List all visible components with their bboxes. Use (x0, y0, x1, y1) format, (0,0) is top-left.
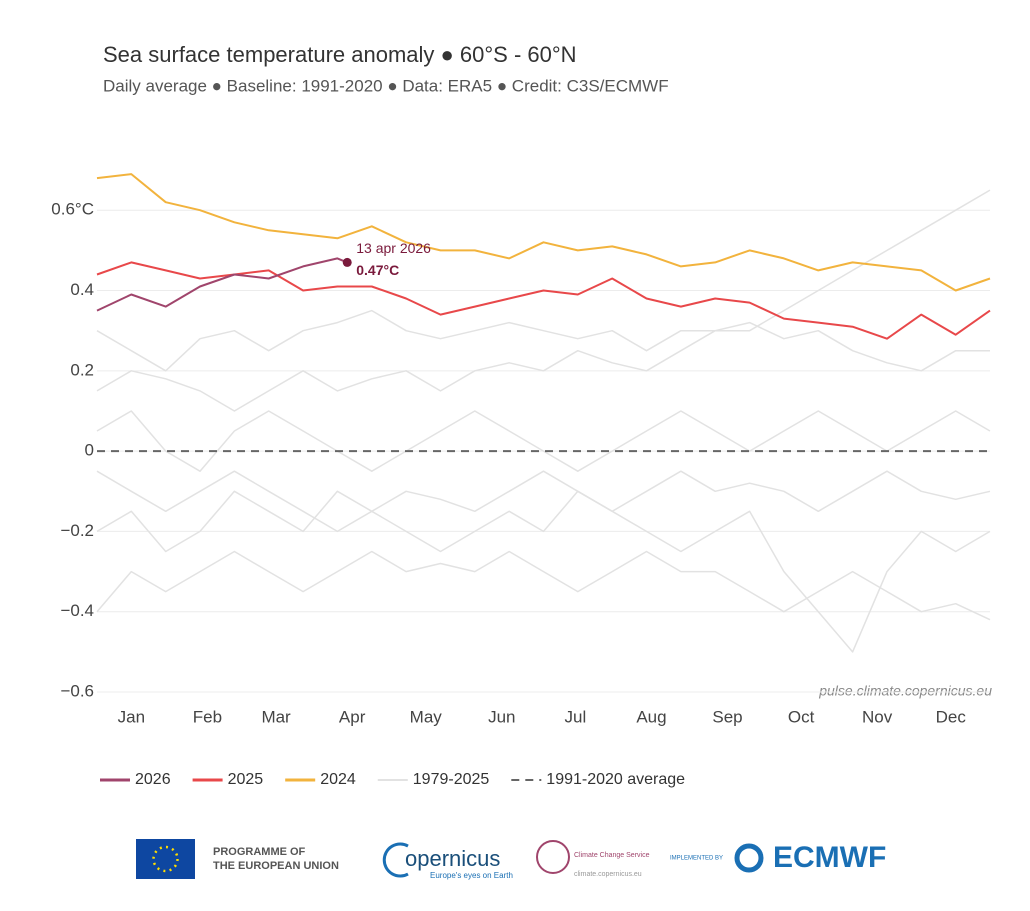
eu-text: THE EUROPEAN UNION (213, 860, 339, 872)
series-line (96, 261, 991, 340)
y-tick-label: 0.4 (70, 280, 94, 299)
chart-title: Sea surface temperature anomaly ● 60°S -… (103, 42, 577, 67)
legend-label: 1979-2025 (413, 771, 490, 788)
legend-label: 2024 (320, 771, 356, 788)
ecmwf-text: ECMWF (773, 841, 886, 874)
x-tick-label: Aug (636, 707, 666, 726)
footer: PROGRAMME OF THE EUROPEAN UNION opernicu… (136, 839, 886, 880)
copernicus-text: opernicus (405, 846, 500, 871)
legend-label: 1991-2020 average (546, 771, 685, 788)
x-tick-label: Mar (261, 707, 291, 726)
y-tick-label: −0.4 (60, 601, 94, 620)
c3s-text: Climate Change Service (574, 852, 650, 859)
x-tick-label: Jul (565, 707, 587, 726)
background-line (96, 189, 991, 412)
y-tick-label: −0.2 (60, 521, 94, 540)
annotation-label: 0.47°C (356, 262, 399, 278)
legend-label: 2025 (228, 771, 264, 788)
series-line (96, 257, 348, 312)
y-tick-label: −0.6 (60, 681, 94, 700)
ecmwf-logo (734, 843, 764, 873)
x-tick-label: May (410, 707, 443, 726)
c3s-url: climate.copernicus.eu (574, 871, 642, 878)
background-line (96, 550, 991, 621)
source: pulse.climate.copernicus.eu (818, 683, 992, 699)
background-line (96, 309, 990, 372)
legend-label: 2026 (135, 771, 171, 788)
x-tick-label: Jan (118, 707, 145, 726)
x-tick-label: Nov (862, 707, 893, 726)
chart-subtitle: Daily average ● Baseline: 1991-2020 ● Da… (103, 76, 669, 95)
annotation-date: 13 apr 2026 (356, 240, 431, 256)
background-line (96, 490, 991, 653)
eu-flag (136, 839, 195, 879)
background-line (96, 410, 991, 472)
c3s-logo (536, 840, 570, 874)
copernicus-tag: Europe's eyes on Earth (430, 871, 513, 880)
y-tick-label: 0.2 (70, 360, 94, 379)
x-tick-label: Jun (488, 707, 515, 726)
annotation-dot (342, 257, 352, 267)
copernicus-c (382, 842, 409, 878)
x-tick-label: Apr (339, 707, 366, 726)
x-tick-label: Sep (712, 707, 742, 726)
series-line (96, 173, 991, 292)
y-tick-label: 0 (85, 441, 94, 460)
y-tick-label: 0.6°C (51, 200, 94, 219)
x-tick-label: Dec (936, 707, 967, 726)
x-tick-label: Feb (193, 707, 222, 726)
background-line (96, 470, 991, 533)
x-tick-label: Oct (788, 707, 815, 726)
eu-text: PROGRAMME OF (213, 846, 306, 858)
eu-stars (152, 845, 179, 873)
implemented: IMPLEMENTED BY (670, 856, 723, 862)
